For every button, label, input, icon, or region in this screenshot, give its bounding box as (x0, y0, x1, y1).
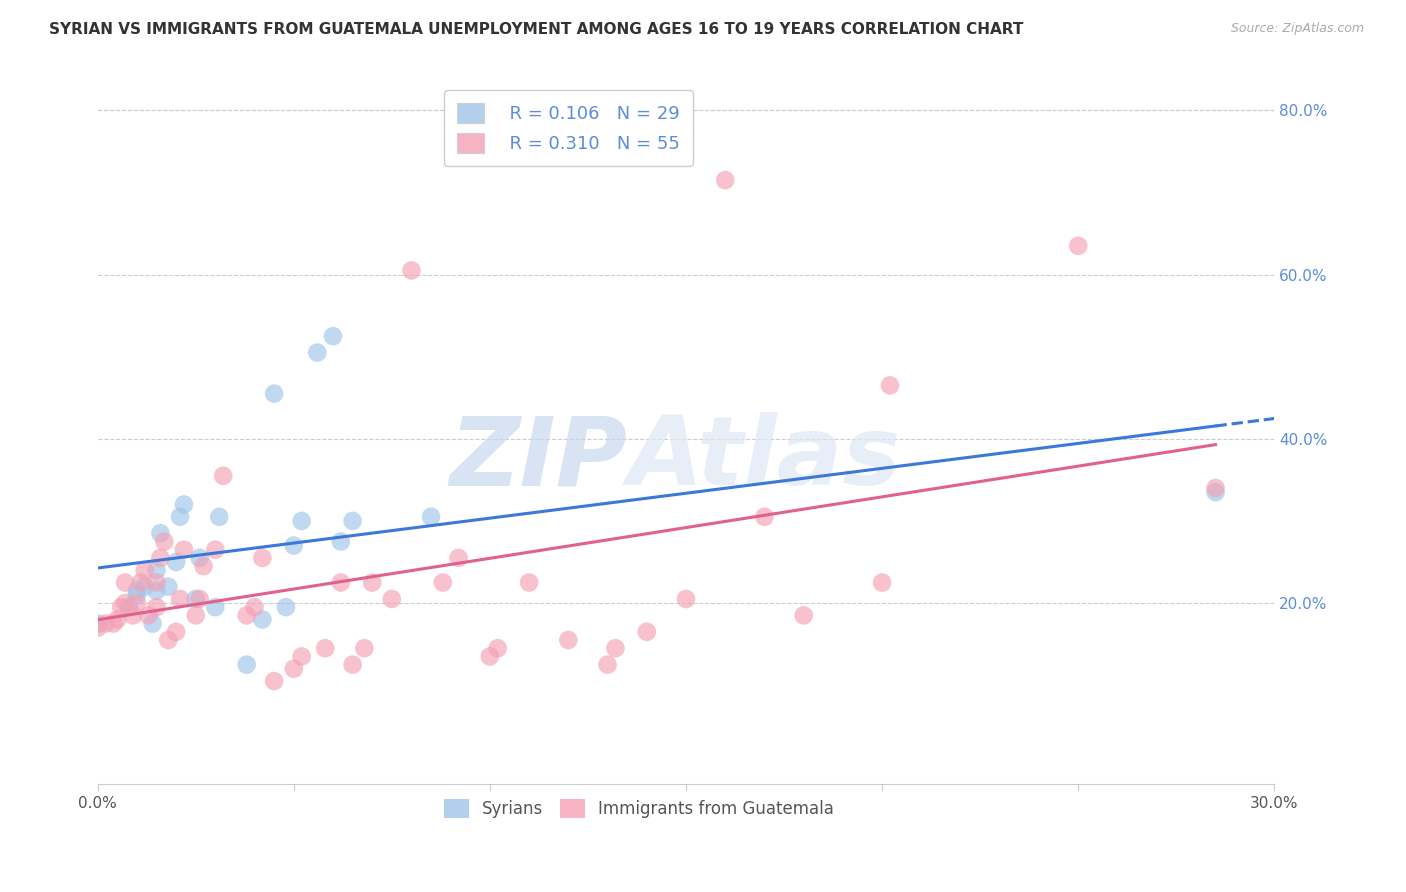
Legend: Syrians, Immigrants from Guatemala: Syrians, Immigrants from Guatemala (437, 792, 841, 825)
Point (94, 616, 117, 631)
Point (401, 263, 423, 277)
Point (125, 588, 148, 602)
Point (157, 633, 180, 648)
Point (605, 641, 627, 656)
Point (145, 563, 167, 577)
Point (118, 600, 141, 615)
Point (165, 624, 187, 639)
Point (291, 649, 314, 664)
Point (188, 591, 211, 606)
Point (486, 641, 509, 656)
Point (432, 575, 454, 590)
Point (263, 386, 285, 401)
Point (149, 526, 172, 541)
Point (165, 555, 187, 569)
Point (173, 498, 195, 512)
Point (173, 542, 195, 557)
Point (517, 575, 540, 590)
Point (193, 559, 215, 574)
Point (307, 345, 329, 359)
Point (184, 608, 207, 623)
Point (125, 596, 148, 610)
Point (1205, 481, 1227, 495)
Point (86, 616, 108, 631)
Point (793, 608, 815, 623)
Text: ZIP: ZIP (450, 412, 627, 506)
Point (188, 550, 211, 565)
Point (103, 616, 125, 631)
Point (134, 563, 156, 577)
Point (252, 550, 274, 565)
Point (291, 514, 314, 528)
Point (145, 575, 167, 590)
Point (110, 600, 132, 615)
Point (314, 641, 336, 656)
Point (114, 596, 136, 610)
Point (105, 612, 128, 626)
Point (754, 509, 776, 524)
Point (322, 329, 344, 343)
Point (129, 575, 152, 590)
Point (145, 600, 167, 615)
Point (1067, 239, 1090, 253)
Point (134, 580, 156, 594)
Point (342, 657, 364, 672)
Point (138, 608, 160, 623)
Point (879, 378, 901, 392)
Point (235, 657, 257, 672)
Point (870, 575, 893, 590)
Point (208, 509, 231, 524)
Point (1205, 485, 1227, 500)
Point (243, 600, 266, 615)
Point (478, 649, 501, 664)
Point (157, 580, 180, 594)
Point (381, 591, 404, 606)
Point (252, 612, 274, 626)
Text: Source: ZipAtlas.com: Source: ZipAtlas.com (1230, 22, 1364, 36)
Point (114, 575, 136, 590)
Point (329, 575, 352, 590)
Point (169, 591, 191, 606)
Point (125, 583, 148, 598)
Point (204, 600, 226, 615)
Point (342, 514, 364, 528)
Point (204, 542, 226, 557)
Point (283, 662, 305, 676)
Point (361, 575, 384, 590)
Point (283, 539, 305, 553)
Point (329, 534, 352, 549)
Point (447, 550, 470, 565)
Point (557, 633, 579, 648)
Point (142, 616, 165, 631)
Point (235, 608, 257, 623)
Point (274, 600, 297, 615)
Point (263, 674, 285, 689)
Point (596, 657, 619, 672)
Point (86, 621, 108, 635)
Point (353, 641, 375, 656)
Point (714, 173, 737, 187)
Point (149, 550, 172, 565)
Point (153, 534, 176, 549)
Point (169, 509, 191, 524)
Text: Atlas: Atlas (627, 412, 900, 506)
Point (184, 591, 207, 606)
Text: SYRIAN VS IMMIGRANTS FROM GUATEMALA UNEMPLOYMENT AMONG AGES 16 TO 19 YEARS CORRE: SYRIAN VS IMMIGRANTS FROM GUATEMALA UNEM… (49, 22, 1024, 37)
Point (420, 509, 443, 524)
Point (122, 608, 145, 623)
Point (636, 624, 658, 639)
Point (675, 591, 697, 606)
Point (145, 583, 167, 598)
Point (212, 468, 235, 483)
